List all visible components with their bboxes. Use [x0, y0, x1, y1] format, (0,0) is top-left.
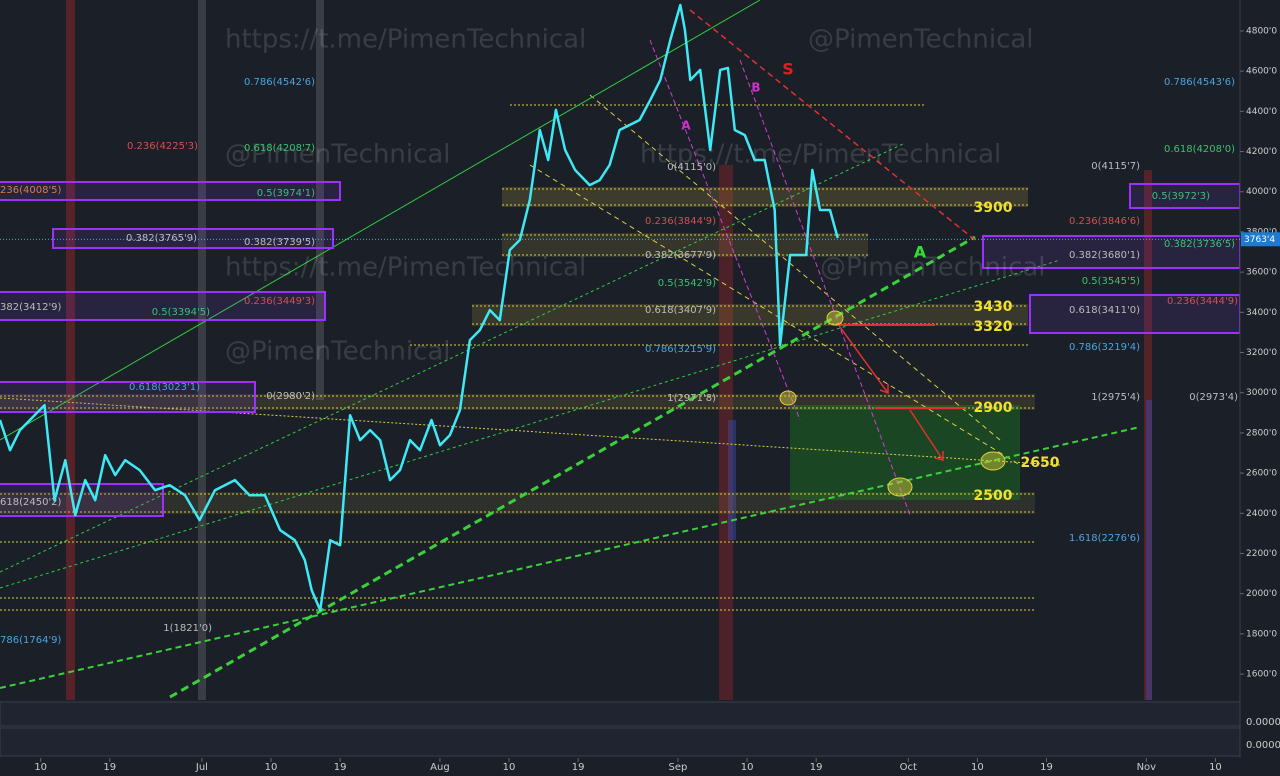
y-tick-label: 3200'0	[1246, 348, 1277, 358]
fib-label: 0.786(3219'4)	[1069, 342, 1140, 353]
x-tick-label: Sep	[669, 762, 688, 773]
fib-label: 0.786(4542'6)	[244, 77, 315, 88]
x-tick-label: 10	[34, 762, 47, 773]
fib-label: 0.236(3449'3)	[244, 296, 315, 307]
x-tick-label: 19	[1040, 762, 1053, 773]
fib-label: 618(2450'2)	[0, 497, 62, 508]
fib-label: 0.5(3542'9)	[658, 278, 716, 289]
x-tick-label: 10	[741, 762, 754, 773]
fib-label: 1(1821'0)	[163, 623, 212, 634]
fib-label: 0.618(3023'1)	[129, 382, 200, 393]
x-tick-label: 19	[810, 762, 823, 773]
fib-label: 0(4115'0)	[667, 162, 716, 173]
x-tick-label: Nov	[1137, 762, 1157, 773]
fib-label: 0.382(3739'5)	[244, 237, 315, 248]
fib-label: 0.618(3411'0)	[1069, 305, 1140, 316]
annotation: 2650	[1021, 455, 1060, 471]
fib-label: 0.236(3444'9)	[1167, 296, 1238, 307]
fib-label: 0.618(4208'0)	[1164, 144, 1235, 155]
watermark: https://t.me/PimenTechnical	[640, 140, 1001, 170]
fib-label: 0(2973'4)	[1189, 392, 1238, 403]
fib-label: 0.5(3545'5)	[1082, 276, 1140, 287]
x-tick-label: 19	[572, 762, 585, 773]
y-tick-label: 4400'0	[1246, 107, 1277, 117]
y-tick-label: 2000'0	[1246, 589, 1277, 599]
fib-label: 0.5(3972'3)	[1152, 191, 1210, 202]
fib-label: 0.382(3765'9)	[126, 233, 197, 244]
watermark: @PimenTechnical	[225, 337, 451, 367]
y-tick-label: 1800'0	[1246, 629, 1277, 639]
annotation: B	[751, 81, 760, 95]
y-tick-label: 2800'0	[1246, 428, 1277, 438]
x-tick-label: 10	[503, 762, 516, 773]
y-tick-label: 4800'0	[1246, 26, 1277, 36]
price-tag	[1241, 232, 1280, 247]
annotation: A	[914, 243, 927, 262]
y-tick-label: 3600'0	[1246, 268, 1277, 278]
y-tick-label: 2600'0	[1246, 469, 1277, 479]
watermark: https://t.me/PimenTechnical	[225, 25, 586, 55]
annotation: 3430	[974, 299, 1013, 315]
annotation: 2900	[974, 400, 1013, 416]
fib-label: 786(1764'9)	[0, 635, 62, 646]
annotation: 3320	[974, 319, 1013, 335]
watermark: @PimenTechnical	[808, 25, 1034, 55]
fib-label: 0.382(3736'5)	[1164, 239, 1235, 250]
fib-label: 0.618(3407'9)	[645, 305, 716, 316]
y-tick-label: 1600'0	[1246, 670, 1277, 680]
y-tick-label: 4200'0	[1246, 147, 1277, 157]
watermark: @PimenTechnical	[820, 253, 1046, 283]
price-line	[0, 3, 839, 612]
y-tick-label: 2400'0	[1246, 509, 1277, 519]
x-tick-label: Jul	[195, 762, 208, 773]
fib-label: 0.5(3394'5)	[152, 307, 210, 318]
annotation: 2500	[974, 488, 1013, 504]
x-tick-label: 10	[971, 762, 984, 773]
x-tick-label: 19	[103, 762, 116, 773]
fib-label: 0(2980'2)	[266, 391, 315, 402]
x-tick-label: 19	[334, 762, 347, 773]
annotation: A	[681, 119, 691, 133]
x-tick-label: Oct	[900, 762, 917, 773]
fib-label: 1(2975'4)	[1091, 392, 1140, 403]
annotation: 3900	[974, 200, 1013, 216]
y-tick-label: 4000'0	[1246, 187, 1277, 197]
fib-label: 0.618(4208'7)	[244, 143, 315, 154]
indicator-label: 0.0000	[1246, 717, 1280, 728]
fib-label: 0.786(3215'9)	[645, 344, 716, 355]
y-tick-label: 2200'0	[1246, 549, 1277, 559]
x-tick-label: Aug	[430, 762, 450, 773]
fib-label: 0.236(4225'3)	[127, 141, 198, 152]
annotation: S	[782, 60, 794, 79]
fib-label: 0.236(3846'6)	[1069, 216, 1140, 227]
x-tick-label: 10	[1209, 762, 1222, 773]
indicator-label: 0.0000	[1246, 740, 1280, 751]
y-tick-label: 4600'0	[1246, 67, 1277, 77]
watermark: https://t.me/PimenTechnical	[225, 253, 586, 283]
fib-label: 0.236(3844'9)	[645, 216, 716, 227]
fib-label: 0.5(3974'1)	[257, 188, 315, 199]
watermark: @PimenTechnical	[225, 140, 451, 170]
fib-label: 0(4115'7)	[1091, 161, 1140, 172]
y-tick-label: 3400'0	[1246, 308, 1277, 318]
x-tick-label: 10	[265, 762, 278, 773]
fib-label: 0.382(3680'1)	[1069, 250, 1140, 261]
fib-label: 0.786(4543'6)	[1164, 77, 1235, 88]
fib-label: 1(2971'8)	[667, 393, 716, 404]
fib-label: 1.618(2276'6)	[1069, 533, 1140, 544]
fib-label: 382(3412'9)	[0, 302, 62, 313]
current-price-label: 3763'4	[1244, 235, 1275, 245]
fib-label: 236(4008'5)	[0, 185, 62, 196]
fib-label: 0.382(3677'9)	[645, 250, 716, 261]
y-tick-label: 3000'0	[1246, 388, 1277, 398]
